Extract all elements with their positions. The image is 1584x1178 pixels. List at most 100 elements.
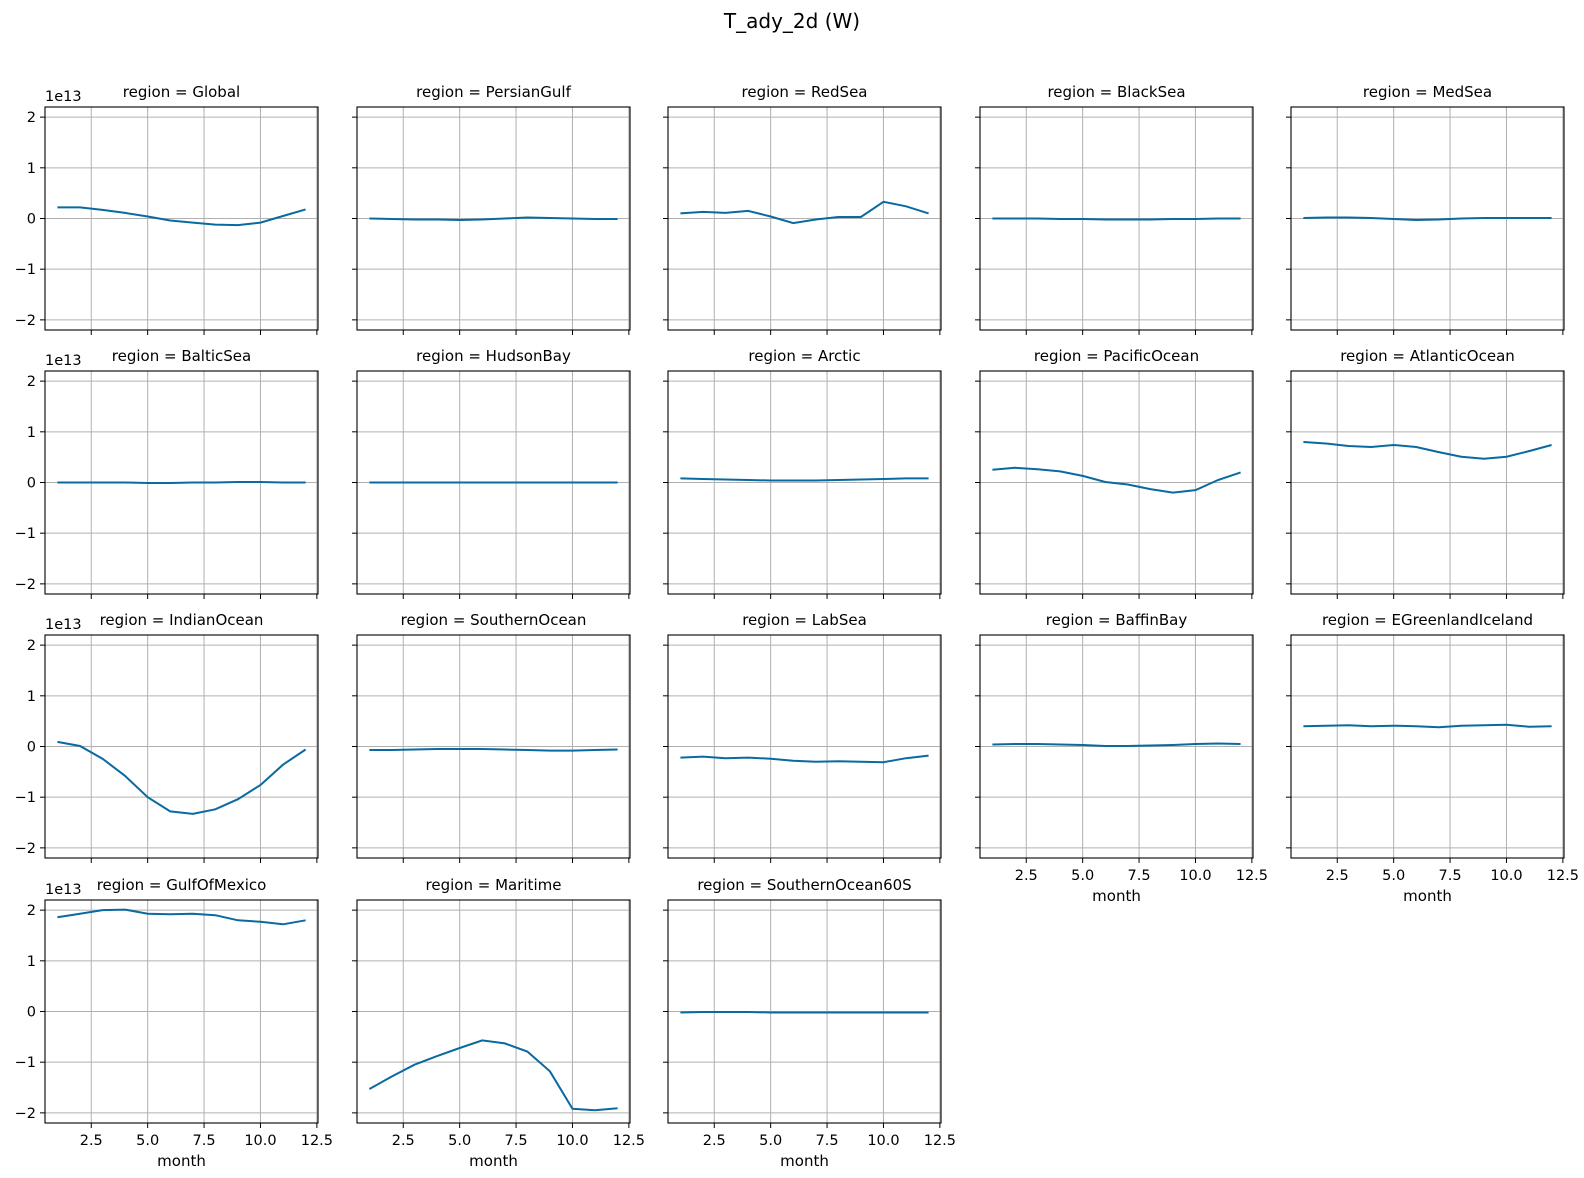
y-tick-label: 1 [27, 161, 36, 177]
y-offset-label: 1e13 [45, 89, 82, 105]
panel: region = LabSea [663, 611, 942, 863]
y-offset-label: 1e13 [45, 882, 82, 898]
x-tick-label: 5.0 [759, 1133, 782, 1149]
x-tick-label: 10.0 [244, 1133, 276, 1149]
panel: region = RedSea [663, 83, 942, 335]
series-line [1303, 216, 1552, 222]
x-tick-label: 10.0 [1179, 868, 1211, 884]
panel-title: region = BaffinBay [1046, 611, 1188, 629]
x-tick-label: 5.0 [448, 1133, 471, 1149]
panel-title: region = PacificOcean [1034, 347, 1199, 365]
panel: region = BalticSea −2 −1 0 1 2 1e13 [15, 347, 319, 599]
panel-title: region = IndianOcean [100, 611, 264, 629]
series-line [992, 466, 1241, 494]
panel: region = GulfOfMexico −2 −1 0 1 2 1e13 2.5 5.0 7.… [15, 876, 333, 1170]
panel-title: region = PersianGulf [416, 83, 571, 101]
y-tick-label: −1 [15, 790, 36, 806]
x-tick-label: 10.0 [1490, 868, 1522, 884]
panels: region = Global −2 −1 0 1 2 1e13 region = Persi… [15, 83, 1579, 1170]
series-line [1303, 723, 1552, 729]
y-tick-label: 1 [27, 954, 36, 970]
panel: region = EGreenlandIceland 2.5 5.0 7.5 10.0 1… [1286, 611, 1579, 905]
panel-title: region = LabSea [742, 611, 867, 629]
panel: region = BlackSea [975, 83, 1254, 335]
panel-title: region = Global [123, 83, 240, 101]
x-tick-label: 5.0 [1382, 868, 1405, 884]
y-tick-label: 2 [27, 110, 36, 126]
panel-title: region = Arctic [748, 347, 860, 365]
panel: region = IndianOcean −2 −1 0 1 2 1e13 [15, 611, 319, 863]
y-tick-label: 2 [27, 374, 36, 390]
series-line [680, 200, 929, 225]
y-tick-label: −2 [15, 1106, 36, 1122]
panel-title: region = BlackSea [1047, 83, 1185, 101]
panel-title: region = MedSea [1363, 83, 1492, 101]
panel-title: region = Maritime [426, 876, 562, 894]
x-tick-label: 10.0 [556, 1133, 588, 1149]
panel: region = BaffinBay 2.5 5.0 7.5 10.0 12.5 month [975, 611, 1268, 905]
y-tick-label: 1 [27, 689, 36, 705]
series-line [680, 477, 929, 482]
y-tick-label: −1 [15, 1055, 36, 1071]
series-line [57, 481, 306, 484]
series-line [1303, 441, 1552, 460]
y-tick-label: 0 [27, 740, 36, 756]
panel-title: region = RedSea [742, 83, 868, 101]
x-tick-label: 7.5 [505, 1133, 528, 1149]
panel-title: region = BalticSea [112, 347, 251, 365]
panel-title: region = GulfOfMexico [97, 876, 267, 894]
panel: region = AtlanticOcean [1286, 347, 1565, 599]
x-tick-label: 12.5 [301, 1133, 333, 1149]
y-tick-label: −1 [15, 262, 36, 278]
panel: region = SouthernOcean [352, 611, 631, 863]
series-line [369, 216, 618, 222]
y-tick-label: 0 [27, 1005, 36, 1021]
x-tick-label: 7.5 [1128, 868, 1151, 884]
x-tick-label: 7.5 [1439, 868, 1462, 884]
panel: region = HudsonBay [352, 347, 631, 599]
panel: region = SouthernOcean60S 2.5 5.0 7.5 10.0 12… [663, 876, 956, 1170]
panel-title: region = HudsonBay [416, 347, 571, 365]
series-line [57, 740, 307, 815]
y-tick-label: 2 [27, 638, 36, 654]
panel-title: region = SouthernOcean [401, 611, 587, 629]
series-line [992, 742, 1241, 747]
panel-title: region = AtlanticOcean [1340, 347, 1515, 365]
x-tick-label: 2.5 [80, 1133, 103, 1149]
panel-title: region = SouthernOcean60S [697, 876, 911, 894]
panel-title: region = EGreenlandIceland [1322, 611, 1533, 629]
series-line [368, 1039, 618, 1112]
y-tick-label: −2 [15, 841, 36, 857]
series-line [680, 1011, 929, 1014]
x-axis-label: month [1403, 887, 1452, 905]
panel: region = PacificOcean [975, 347, 1254, 599]
panel: region = MedSea [1286, 83, 1565, 335]
y-tick-label: 0 [27, 476, 36, 492]
y-tick-label: −2 [15, 313, 36, 329]
panel: region = PersianGulf [352, 83, 631, 335]
x-tick-label: 5.0 [1071, 868, 1094, 884]
panel: region = Maritime 2.5 5.0 7.5 10.0 12.5 month [352, 876, 645, 1170]
x-tick-label: 12.5 [613, 1133, 645, 1149]
y-tick-label: −1 [15, 526, 36, 542]
series-line [369, 748, 618, 752]
x-tick-label: 7.5 [816, 1133, 839, 1149]
x-axis-label: month [1092, 887, 1141, 905]
y-tick-label: 0 [27, 212, 36, 228]
x-axis-label: month [469, 1152, 518, 1170]
x-axis-label: month [780, 1152, 829, 1170]
series-line [57, 908, 306, 926]
x-tick-label: 12.5 [1547, 868, 1579, 884]
y-tick-label: 1 [27, 425, 36, 441]
y-offset-label: 1e13 [45, 617, 82, 633]
x-tick-label: 2.5 [703, 1133, 726, 1149]
x-axis-label: month [157, 1152, 206, 1170]
x-tick-label: 10.0 [867, 1133, 899, 1149]
figure-title: T_ady_2d (W) [723, 9, 860, 33]
panel: region = Arctic [663, 347, 942, 599]
x-tick-label: 2.5 [392, 1133, 415, 1149]
x-tick-label: 7.5 [193, 1133, 216, 1149]
series-line [680, 754, 929, 764]
series-line [57, 206, 306, 227]
